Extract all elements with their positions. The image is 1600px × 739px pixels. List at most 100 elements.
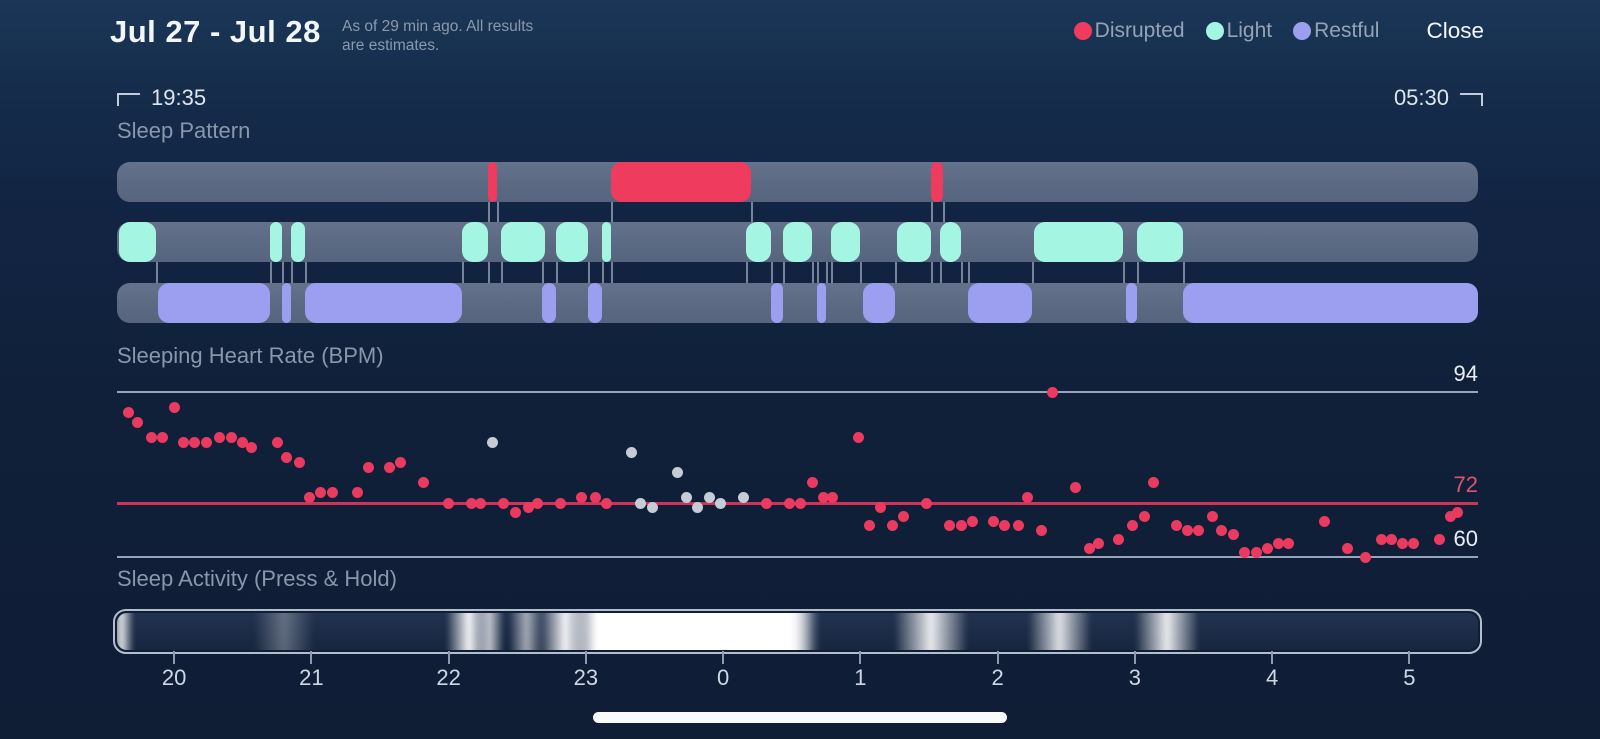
restful-segment bbox=[967, 283, 1032, 323]
activity-streak bbox=[117, 613, 134, 650]
hr-dot bbox=[921, 497, 933, 509]
restful-segment bbox=[1125, 283, 1138, 323]
hr-dot bbox=[486, 436, 498, 448]
activity-streak bbox=[770, 613, 813, 650]
hr-dot bbox=[1273, 538, 1285, 549]
sleep-activity-strip[interactable] bbox=[117, 613, 1478, 650]
activity-streak bbox=[1027, 613, 1092, 650]
light-segment bbox=[270, 222, 282, 262]
hr-dot bbox=[1138, 511, 1150, 522]
track-connector-line bbox=[783, 262, 785, 283]
restful-segment bbox=[771, 283, 783, 323]
axis-tick bbox=[1271, 651, 1274, 664]
track-connector-line bbox=[831, 262, 833, 283]
hr-dot bbox=[532, 497, 544, 509]
axis-tick-label: 0 bbox=[717, 665, 730, 690]
axis-tick-label: 1 bbox=[854, 665, 867, 690]
light-segment bbox=[746, 222, 772, 262]
axis-tick-label: 22 bbox=[436, 665, 461, 690]
hr-dot bbox=[852, 431, 864, 443]
restful-segment bbox=[304, 283, 463, 323]
hr-dot bbox=[1385, 533, 1397, 545]
light-segment bbox=[1137, 222, 1183, 262]
hr-dot bbox=[168, 401, 180, 413]
track-connector-line bbox=[1032, 262, 1034, 283]
hr-dot bbox=[1021, 492, 1033, 504]
hr-dot bbox=[237, 436, 249, 448]
hr-dot bbox=[303, 492, 315, 504]
hr-dot bbox=[671, 467, 683, 479]
track-connector-line bbox=[611, 202, 613, 222]
hr-dot bbox=[1127, 520, 1139, 531]
track-connector-line bbox=[746, 262, 748, 283]
range-start-bracket-icon bbox=[117, 92, 140, 106]
hr-dot bbox=[1035, 524, 1047, 536]
hr-dot bbox=[443, 497, 455, 509]
hr-dot bbox=[1092, 538, 1104, 549]
hr-dot bbox=[738, 492, 750, 504]
hr-dot bbox=[1207, 511, 1219, 522]
hr-dot bbox=[1227, 529, 1239, 540]
axis-tick bbox=[310, 651, 313, 664]
axis-tick bbox=[859, 651, 862, 664]
light-segment bbox=[830, 222, 861, 262]
restful-segment bbox=[816, 283, 827, 323]
hr-gridline-label-72: 72 bbox=[1453, 472, 1478, 497]
axis-tick bbox=[996, 651, 999, 664]
hr-dot bbox=[200, 436, 212, 448]
hr-dot bbox=[1319, 515, 1331, 527]
light-segment bbox=[782, 222, 813, 262]
activity-streak bbox=[1135, 613, 1199, 650]
track-connector-line bbox=[931, 202, 933, 222]
hr-dot bbox=[898, 511, 910, 522]
track-connector-line bbox=[860, 262, 862, 283]
hr-dot bbox=[703, 492, 715, 504]
close-button[interactable]: Close bbox=[1426, 18, 1484, 43]
light-segment bbox=[601, 222, 612, 262]
hr-dot bbox=[1408, 538, 1420, 549]
hr-dot bbox=[418, 477, 429, 489]
track-connector-line bbox=[771, 262, 773, 283]
hr-dot bbox=[761, 497, 773, 509]
hr-dot bbox=[1433, 533, 1445, 545]
hr-dot bbox=[294, 457, 306, 469]
last-updated-note-line2: are estimates. bbox=[342, 37, 440, 54]
track-connector-line bbox=[282, 262, 284, 283]
hr-dot bbox=[246, 442, 258, 453]
hr-dot bbox=[523, 502, 535, 513]
track-connector-line bbox=[602, 262, 604, 283]
hr-dot bbox=[692, 502, 704, 513]
track-connector-line bbox=[968, 262, 970, 283]
last-updated-note-line1: As of 29 min ago. All results bbox=[342, 18, 534, 35]
hr-dot bbox=[1083, 542, 1095, 554]
restful-segment bbox=[158, 283, 271, 323]
disrupted-segment bbox=[931, 162, 943, 202]
hr-dot bbox=[363, 462, 375, 474]
restful-segment bbox=[281, 283, 291, 323]
hr-dot bbox=[555, 497, 567, 509]
axis-tick bbox=[447, 651, 450, 664]
axis-tick-label: 21 bbox=[299, 665, 324, 690]
hr-dot bbox=[271, 436, 283, 448]
activity-streak bbox=[475, 613, 504, 650]
hr-dot bbox=[498, 497, 510, 509]
legend-item-light: Light bbox=[1205, 19, 1272, 43]
track-connector-line bbox=[943, 202, 945, 222]
track-connector-line bbox=[497, 202, 499, 222]
track-connector-line bbox=[542, 262, 544, 283]
hr-dot bbox=[589, 492, 601, 504]
restful-segment bbox=[1182, 283, 1478, 323]
legend-item-disrupted: Disrupted bbox=[1073, 19, 1185, 43]
hr-dot bbox=[886, 520, 898, 531]
track-connector-line bbox=[462, 262, 464, 283]
hr-dot bbox=[326, 487, 338, 499]
hr-dot bbox=[395, 457, 407, 469]
hr-dot bbox=[944, 520, 956, 531]
hr-dot bbox=[1397, 538, 1409, 549]
hr-dot bbox=[1451, 506, 1463, 518]
track-connector-line bbox=[961, 262, 963, 283]
home-indicator[interactable] bbox=[593, 712, 1007, 723]
activity-streak bbox=[254, 613, 314, 650]
hr-dot bbox=[999, 520, 1010, 531]
start-time-label: 19:35 bbox=[151, 85, 207, 110]
